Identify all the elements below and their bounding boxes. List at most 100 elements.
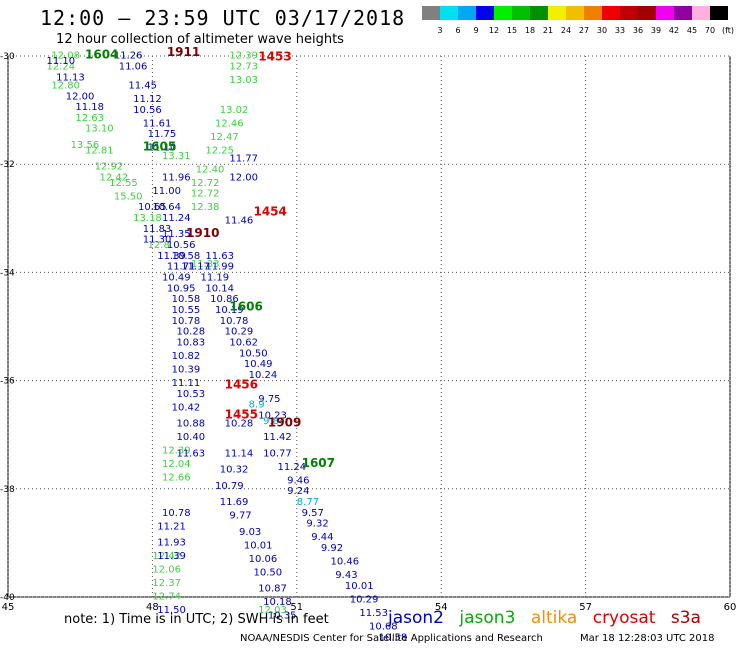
color-scale-label: 27 — [578, 26, 590, 35]
color-scale-label: 33 — [614, 26, 626, 35]
satellite-legend: jason2 jason3 altika cryosat s3a — [388, 608, 711, 628]
jason3-data-label: 13.56 — [71, 140, 100, 151]
jason2-data-label: 10.65 — [138, 202, 167, 213]
pass-time-label: 1909 — [268, 416, 301, 430]
jason2-data-label: 10.50 — [253, 567, 282, 578]
jason2-data-label: 11.99 — [205, 262, 234, 273]
jason2-data-label: 10.23 — [258, 410, 287, 421]
jason2-data-label: 9.77 — [229, 511, 251, 522]
jason3-data-label: 12.40 — [196, 164, 225, 175]
color-scale-label: 70 — [704, 26, 716, 35]
jason2-data-label: 10.78 — [220, 316, 249, 327]
jason2-data-label: 10.68 — [369, 621, 398, 632]
jason2-data-label: 11.24 — [278, 462, 307, 473]
y-tick-label: -32 — [0, 160, 15, 170]
jason3-data-label: 15.50 — [114, 191, 143, 202]
color-scale-label: 45 — [686, 26, 698, 35]
jason2-data-label: 9.43 — [335, 570, 357, 581]
x-tick-label: 57 — [579, 602, 592, 613]
jason2-data-label: 11.61 — [143, 118, 172, 129]
jason3-data-label: 12.39 — [229, 51, 258, 62]
jason2-data-label: 11.10 — [148, 143, 177, 154]
jason3-data-label: 12.80 — [51, 80, 80, 91]
jason3-data-label: 12.47 — [210, 132, 239, 143]
jason3-data-label: 13.03 — [229, 75, 258, 86]
jason2-data-label: 11.06 — [119, 62, 148, 73]
jason2-data-label: 11.69 — [220, 497, 249, 508]
jason2-data-label: 11.93 — [157, 538, 186, 549]
jason2-data-label: 11.39 — [157, 251, 186, 262]
color-scale-swatch — [566, 6, 584, 20]
jason2-data-label: 11.00 — [152, 186, 181, 197]
jason2-data-label: 11.77 — [229, 153, 258, 164]
jason3-data-label: 13.18 — [133, 213, 162, 224]
pass-time-label: 1604 — [85, 48, 118, 62]
pass-time-label: 1454 — [253, 205, 286, 219]
jason2-data-label: 10.29 — [225, 327, 254, 338]
jason2-data-label: 10.28 — [225, 419, 254, 430]
jason3-data-label: 12.42 — [152, 551, 181, 562]
jason2-data-label: 9.75 — [258, 394, 280, 405]
jason2-data-label: 11.50 — [157, 605, 186, 616]
color-scale-label: 42 — [668, 26, 680, 35]
jason2-data-label: 10.95 — [167, 283, 196, 294]
jason2-data-label: 11.14 — [225, 448, 254, 459]
pass-time-label: 1455 — [225, 407, 258, 421]
jason2-data-label: 11.45 — [128, 80, 157, 91]
jason2-data-label: 10.18 — [263, 597, 292, 608]
jason2-data-label: 11.24 — [162, 213, 191, 224]
jason2-data-label: 10.35 — [268, 611, 297, 622]
jason2-data-label: 10.46 — [330, 557, 359, 568]
jason3-data-label: 12.25 — [205, 145, 234, 156]
legend-altika: altika — [530, 608, 578, 628]
jason2-data-label: 9.32 — [306, 519, 328, 530]
color-scale-swatch — [602, 6, 620, 20]
color-scale-label: 9 — [473, 26, 479, 35]
jason3-data-label: 12.92 — [95, 162, 124, 173]
color-scale-swatch — [548, 6, 566, 20]
jason2-data-label: 10.77 — [263, 448, 292, 459]
color-scale-label: 21 — [542, 26, 554, 35]
pass-time-label: 1453 — [258, 49, 291, 63]
pass-time-label: 1606 — [229, 299, 262, 313]
color-scale-label: 36 — [632, 26, 644, 35]
jason2-data-label: 11.42 — [263, 432, 292, 443]
color-scale-legend: 3 6 9 12 15 18 21 24 27 30 33 36 39 42 45 70 (ft) — [422, 6, 734, 35]
jason2-data-label: 12.00 — [229, 172, 258, 183]
jason2-data-label: 10.86 — [210, 294, 239, 305]
jason3-data-label: 12.08 — [51, 51, 80, 62]
color-scale-swatch — [692, 6, 710, 20]
jason2-data-label: 10.39 — [172, 364, 201, 375]
x-tick-label: 60 — [724, 602, 737, 613]
color-scale-swatch — [638, 6, 656, 20]
y-tick-label: -36 — [0, 377, 15, 387]
jason3-data-label: 12.8 — [148, 240, 170, 251]
jason2-data-label: 11.71 — [167, 262, 196, 273]
pass-time-label: 1607 — [302, 456, 335, 470]
jason2-data-label: 10.01 — [244, 540, 273, 551]
jason3-data-label: 12.24 — [47, 62, 76, 73]
color-scale-swatch — [656, 6, 674, 20]
color-scale-label: 30 — [596, 26, 608, 35]
jason2-data-label: 9.24 — [287, 486, 309, 497]
jason2-data-label: 10.64 — [152, 202, 181, 213]
jason2-data-label: 10.79 — [215, 481, 244, 492]
jason2-data-label: 11.17 — [181, 262, 210, 273]
jason2-data-label: 10.58 — [379, 632, 408, 643]
jason2-data-label: 10.29 — [350, 594, 379, 605]
color-scale-swatch — [494, 6, 512, 20]
jason2-data-label: 10.40 — [176, 432, 205, 443]
color-scale-swatch — [512, 6, 530, 20]
altika-data-label: 8.77 — [297, 497, 319, 508]
jason2-data-label: 10.87 — [258, 584, 287, 595]
jason3-data-label: 12.55 — [109, 178, 138, 189]
jason3-data-label: 12.66 — [162, 473, 191, 484]
jason2-data-label: 10.53 — [176, 389, 205, 400]
y-tick-label: -34 — [0, 268, 15, 278]
jason2-data-label: 11.46 — [225, 216, 254, 227]
jason2-data-label: 9.92 — [321, 543, 343, 554]
color-scale-swatch — [458, 6, 476, 20]
jason2-data-label: 10.06 — [249, 554, 278, 565]
jason3-data-label: 12.38 — [191, 202, 220, 213]
jason2-data-label: 11.30 — [143, 235, 172, 246]
